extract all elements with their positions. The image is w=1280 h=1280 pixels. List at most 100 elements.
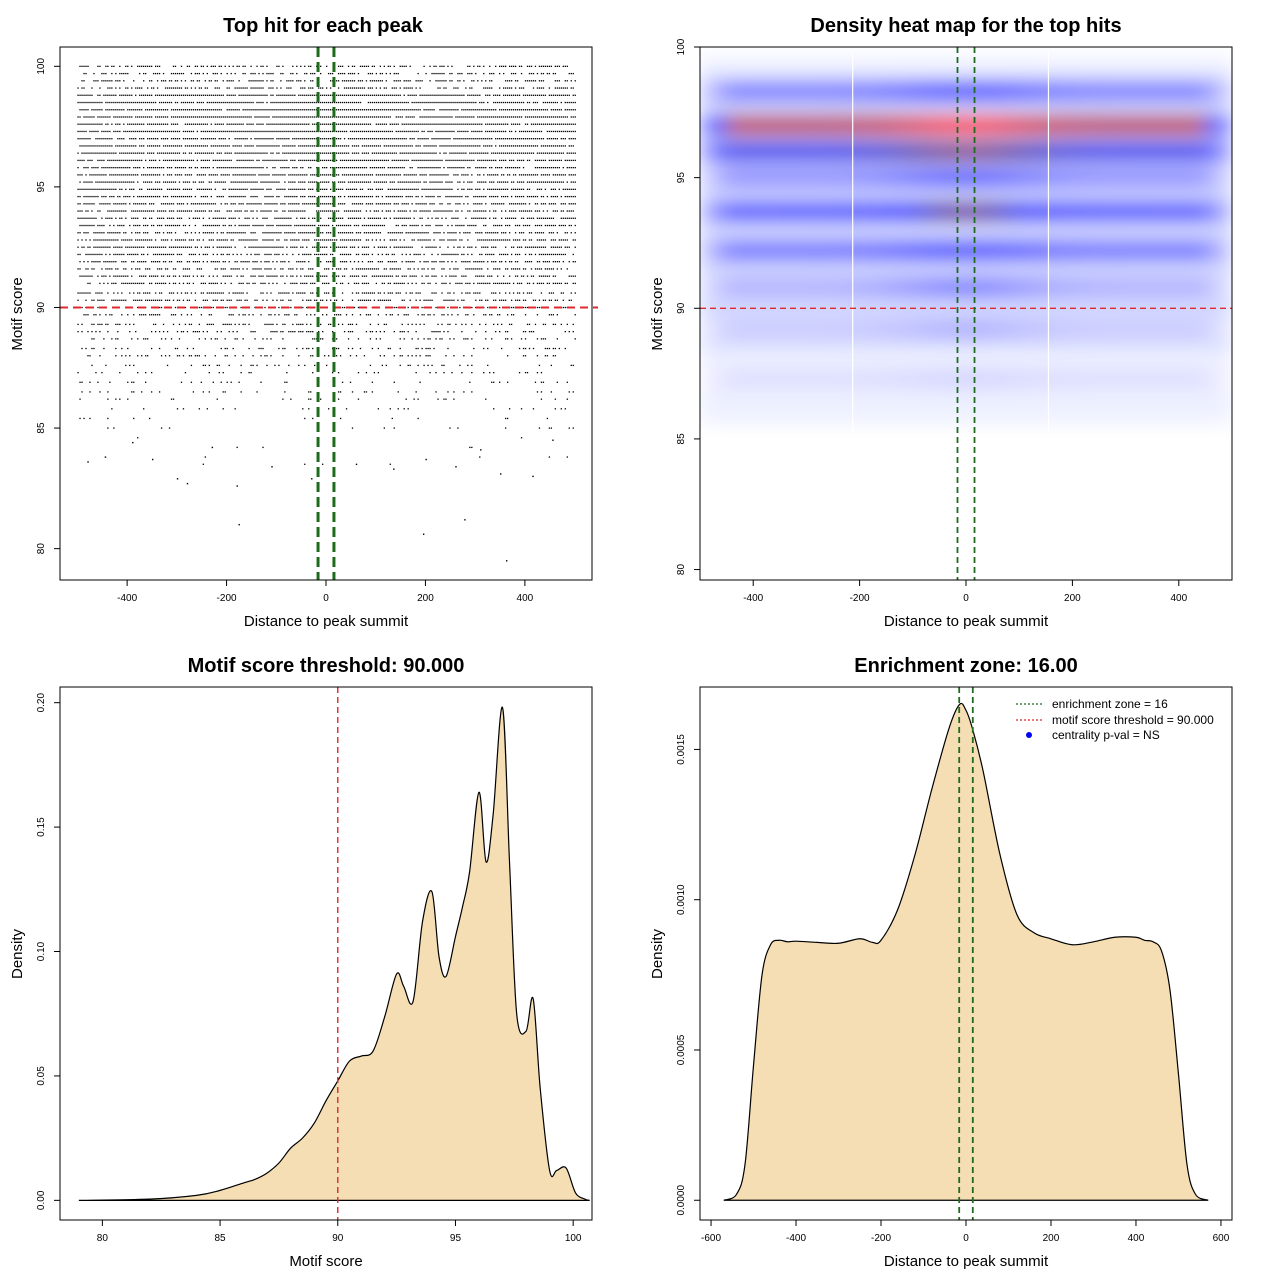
scatter-point	[345, 210, 348, 212]
scatter-point	[501, 181, 503, 183]
scatter-point	[254, 253, 256, 256]
scatter-point	[296, 323, 298, 326]
scatter-point	[369, 232, 372, 234]
scatter-point	[85, 152, 87, 154]
scatter-point	[375, 174, 378, 176]
scatter-point	[278, 306, 280, 309]
scatter-point	[403, 145, 405, 147]
scatter-point	[377, 224, 380, 227]
scatter-point	[403, 239, 405, 241]
scatter-point	[77, 210, 79, 212]
scatter-point	[188, 166, 191, 169]
scatter-point	[520, 152, 523, 154]
scatter-point	[373, 217, 376, 219]
scatter-point	[417, 145, 419, 147]
scatter-point	[129, 364, 131, 367]
scatter-point	[135, 217, 137, 219]
scatter-point	[465, 323, 467, 326]
scatter-point	[407, 323, 409, 326]
scatter-point	[292, 275, 294, 277]
scatter-point	[95, 181, 97, 183]
scatter-point	[522, 268, 525, 270]
scatter-point	[288, 364, 290, 367]
scatter-point	[477, 203, 479, 205]
scatter-point	[117, 224, 119, 227]
scatter-point	[425, 188, 427, 190]
scatter-point	[77, 152, 79, 154]
scatter-point	[477, 275, 479, 277]
scatter-point	[491, 239, 493, 241]
scatter-point	[455, 195, 457, 198]
scatter-point	[160, 152, 163, 154]
scatter-point	[326, 195, 328, 198]
scatter-point	[528, 217, 531, 219]
scatter-point	[168, 246, 171, 248]
scatter-point	[164, 138, 167, 140]
scatter-point	[117, 232, 119, 234]
scatter-point	[534, 381, 537, 383]
scatter-point	[296, 239, 298, 241]
scatter-point	[453, 299, 455, 301]
scatter-point	[387, 232, 389, 234]
scatter-point	[347, 152, 350, 154]
scatter-point	[572, 261, 574, 263]
scatter-point	[353, 181, 356, 183]
scatter-point	[91, 268, 93, 270]
scatter-point	[228, 152, 230, 154]
scatter-point	[143, 239, 145, 241]
scatter-point	[363, 355, 366, 357]
scatter-point	[405, 181, 407, 183]
scatter-point	[246, 224, 248, 227]
scatter-point	[322, 253, 324, 256]
scatter-point	[379, 239, 381, 241]
scatter-point	[351, 195, 354, 198]
scatter-point	[300, 210, 302, 212]
scatter-point	[196, 203, 199, 205]
scatter-point	[423, 364, 425, 367]
scatter-point	[87, 217, 89, 219]
scatter-point	[355, 239, 358, 241]
scatter-point	[516, 299, 519, 301]
scatter-point	[170, 181, 173, 183]
scatter-point	[395, 224, 397, 227]
scatter-point	[339, 355, 342, 357]
scatter-point	[160, 239, 163, 241]
scatter-point	[389, 292, 391, 294]
scatter-point	[290, 188, 292, 190]
scatter-point	[566, 323, 568, 326]
scatter-point	[433, 292, 435, 294]
scatter-point	[236, 446, 238, 449]
scatter-point	[147, 145, 149, 147]
scatter-point	[546, 417, 549, 420]
scatter-point	[79, 253, 81, 256]
scatter-point	[111, 188, 113, 190]
scatter-point	[135, 282, 137, 285]
scatter-point	[371, 330, 374, 333]
scatter-point	[431, 299, 433, 301]
scatter-point	[196, 174, 199, 176]
scatter-point	[343, 145, 346, 147]
scatter-point	[357, 217, 360, 219]
scatter-point	[421, 159, 423, 162]
scatter-point	[236, 174, 238, 176]
scatter-point	[156, 138, 159, 140]
scatter-point	[359, 166, 362, 169]
scatter-point	[139, 203, 141, 205]
scatter-point	[423, 253, 425, 256]
scatter-point	[244, 261, 246, 263]
scatter-point	[510, 338, 513, 340]
scatter-point	[548, 203, 551, 205]
scatter-point	[524, 268, 527, 270]
scatter-point	[242, 152, 244, 154]
scatter-point	[363, 292, 366, 294]
scatter-point	[518, 253, 521, 256]
scatter-point	[508, 224, 511, 227]
scatter-point	[216, 145, 218, 147]
scatter-point	[125, 364, 127, 367]
scatter-point	[355, 268, 358, 270]
scatter-point	[554, 347, 557, 350]
scatter-point	[341, 203, 344, 205]
scatter-point	[103, 232, 105, 234]
scatter-point	[176, 145, 179, 147]
scatter-point	[393, 195, 395, 198]
